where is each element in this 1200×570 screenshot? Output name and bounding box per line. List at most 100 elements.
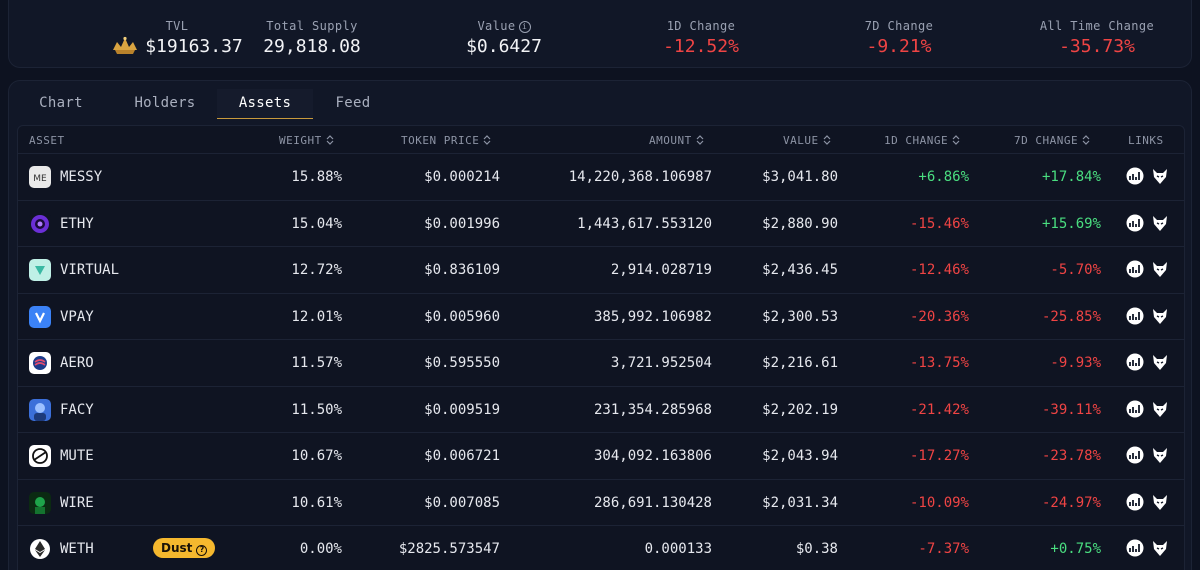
fox-link-icon[interactable]	[1151, 446, 1169, 464]
table-row[interactable]: WIRE 10.61% $0.007085 286,691.130428 $2,031.…	[18, 480, 1184, 526]
stat-value-value: $0.6427	[466, 36, 542, 57]
asset-name[interactable]: MUTE	[60, 448, 94, 464]
fox-link-icon[interactable]	[1151, 307, 1169, 325]
7d-change-cell: -23.78%	[1041, 448, 1101, 464]
table-row[interactable]: ETHY 15.04% $0.001996 1,443,617.553120 $2,88…	[18, 201, 1184, 247]
svg-text:ME: ME	[33, 174, 47, 184]
chart-link-icon[interactable]	[1126, 493, 1144, 511]
asset-name[interactable]: MESSY	[60, 169, 103, 185]
asset-name[interactable]: ETHY	[60, 215, 94, 232]
header-1d-change[interactable]: 1D CHANGE	[884, 134, 960, 148]
amount-cell: 304,092.163806	[593, 448, 712, 464]
header-token-price[interactable]: TOKEN PRICE	[401, 134, 491, 148]
help-icon: ?	[196, 545, 208, 556]
value-cell: $3,041.80	[762, 169, 838, 185]
table-row[interactable]: VIRTUAL 12.72% $0.836109 2,914.028719 $2,436…	[18, 247, 1184, 294]
amount-cell: 1,443,617.553120	[577, 215, 712, 232]
asset-name[interactable]: VPAY	[60, 308, 94, 325]
stat-tvl-label: TVL	[165, 19, 189, 33]
header-weight[interactable]: WEIGHT	[279, 134, 334, 148]
value-cell: $2,202.19	[762, 401, 838, 418]
table-row[interactable]: VPAY 12.01% $0.005960 385,992.106982 $2,300.…	[18, 294, 1184, 340]
7d-change-cell: -24.97%	[1041, 494, 1101, 511]
fox-link-icon[interactable]	[1151, 400, 1169, 418]
chart-link-icon[interactable]	[1126, 214, 1144, 232]
header-value[interactable]: VALUE	[783, 134, 831, 148]
table-row[interactable]: WETH Dust? 0.00% $2825.573547 0.000133 $0.38 -…	[18, 526, 1184, 570]
weight-cell: 0.00%	[299, 541, 342, 557]
table-row[interactable]: AERO 11.57% $0.595550 3,721.952504 $2,216.61…	[18, 340, 1184, 387]
1d-change-cell: -20.36%	[909, 308, 969, 325]
value-cell: $2,043.94	[762, 448, 838, 464]
stat-total-supply-label: Total Supply	[266, 19, 358, 33]
chart-link-icon[interactable]	[1126, 353, 1144, 371]
chart-link-icon[interactable]	[1126, 446, 1144, 464]
value-cell: $0.38	[795, 541, 838, 557]
sort-icon	[952, 135, 960, 148]
chart-link-icon[interactable]	[1126, 307, 1144, 325]
table-row[interactable]: ME MESSY 15.88% $0.000214 14,220,368.106987 $…	[18, 154, 1184, 201]
1d-change-cell: -15.46%	[909, 215, 969, 232]
aero-logo	[29, 352, 51, 374]
1d-change-cell: -17.27%	[909, 448, 969, 464]
vpay-logo	[29, 305, 51, 328]
chart-link-icon[interactable]	[1126, 167, 1144, 185]
fox-link-icon[interactable]	[1151, 353, 1169, 371]
fox-link-icon[interactable]	[1151, 167, 1169, 185]
stat-7d-change-label: 7D Change	[864, 19, 934, 33]
stat-all-time-change-value: -35.73%	[1059, 36, 1135, 57]
asset-name[interactable]: VIRTUAL	[60, 262, 120, 278]
sort-icon	[1082, 135, 1090, 148]
header-amount[interactable]: AMOUNT	[649, 134, 704, 148]
dust-badge[interactable]: Dust?	[153, 538, 216, 558]
token-price-cell: $0.595550	[424, 355, 500, 371]
virtual-logo	[29, 259, 51, 281]
fox-link-icon[interactable]	[1151, 214, 1169, 232]
amount-cell: 385,992.106982	[593, 308, 712, 325]
crown-icon	[111, 36, 139, 61]
header-7d-change[interactable]: 7D CHANGE	[1014, 134, 1090, 148]
tab-chart[interactable]: Chart	[39, 95, 83, 111]
amount-cell: 14,220,368.106987	[568, 169, 712, 185]
1d-change-cell: -7.37%	[918, 541, 969, 557]
sort-icon	[696, 135, 704, 148]
asset-name[interactable]: FACY	[60, 401, 94, 418]
stat-tvl-value: $19163.37	[145, 36, 243, 57]
stat-all-time-change-label: All Time Change	[1039, 19, 1155, 33]
table-row[interactable]: FACY 11.50% $0.009519 231,354.285968 $2,202.…	[18, 387, 1184, 433]
chart-link-icon[interactable]	[1126, 260, 1144, 278]
asset-name[interactable]: WIRE	[60, 494, 94, 511]
header-asset: ASSET	[29, 134, 65, 147]
facy-logo	[29, 398, 51, 421]
weight-cell: 15.88%	[291, 169, 342, 185]
asset-name[interactable]: WETH	[60, 541, 94, 557]
token-price-cell: $0.007085	[424, 494, 500, 511]
stat-value-label: Value	[477, 19, 516, 33]
info-icon[interactable]: i	[518, 21, 531, 33]
tab-feed[interactable]: Feed	[335, 95, 371, 111]
table-row[interactable]: MUTE 10.67% $0.006721 304,092.163806 $2,043.…	[18, 433, 1184, 480]
chart-link-icon[interactable]	[1126, 400, 1144, 418]
weight-cell: 11.50%	[291, 401, 342, 418]
1d-change-cell: -12.46%	[909, 262, 969, 278]
token-price-cell: $2825.573547	[398, 541, 500, 557]
asset-name[interactable]: AERO	[60, 355, 94, 371]
1d-change-cell: -13.75%	[909, 355, 969, 371]
value-cell: $2,436.45	[762, 262, 838, 278]
fox-link-icon[interactable]	[1151, 493, 1169, 511]
value-cell: $2,216.61	[762, 355, 838, 371]
stat-7d-change-value: -9.21%	[866, 36, 932, 57]
amount-cell: 2,914.028719	[610, 262, 712, 278]
tab-holders[interactable]: Holders	[134, 95, 196, 111]
weight-cell: 15.04%	[291, 215, 342, 232]
amount-cell: 0.000133	[644, 541, 712, 557]
stats-bar: TVL $19163.37 Total Supply 29,818.08 Val…	[8, 0, 1192, 68]
tab-assets[interactable]: Assets	[217, 89, 313, 119]
chart-link-icon[interactable]	[1126, 539, 1144, 557]
table-header: ASSET WEIGHT TOKEN PRICE AMOUNT VALUE 1D…	[18, 126, 1184, 154]
weight-cell: 10.61%	[291, 494, 342, 511]
fox-link-icon[interactable]	[1151, 539, 1169, 557]
fox-link-icon[interactable]	[1151, 260, 1169, 278]
value-cell: $2,880.90	[762, 215, 838, 232]
7d-change-cell: -9.93%	[1050, 355, 1101, 371]
